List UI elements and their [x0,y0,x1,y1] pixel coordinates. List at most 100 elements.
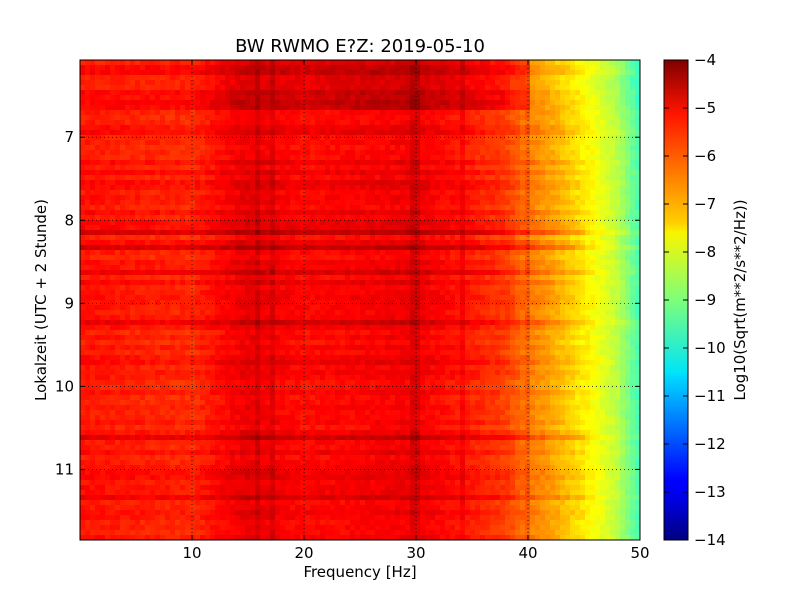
heatmap-cell [175,190,181,196]
heatmap-cell [250,70,256,76]
heatmap-cell [245,255,251,261]
heatmap-cell [595,185,601,191]
heatmap-cell [105,215,111,221]
heatmap-cell [170,165,176,171]
heatmap-cell [90,240,96,246]
heatmap-cell [430,170,436,176]
heatmap-cell [425,100,431,106]
heatmap-cell [360,65,366,71]
heatmap-cell [595,115,601,121]
heatmap-cell [105,175,111,181]
heatmap-cell [510,195,516,201]
heatmap-cell [105,240,111,246]
heatmap-cell [505,170,511,176]
heatmap-cell [555,160,561,166]
heatmap-cell [425,110,431,116]
heatmap-cell [425,210,431,216]
heatmap-cell [595,190,601,196]
heatmap-cell [405,270,411,276]
heatmap-cell [230,170,236,176]
heatmap-cell [590,160,596,166]
heatmap-cell [610,60,616,66]
heatmap-cell [90,210,96,216]
heatmap-cell [395,85,401,91]
heatmap-cell [455,175,461,181]
heatmap-cell [380,170,386,176]
heatmap-cell [380,215,386,221]
heatmap-cell [400,280,406,286]
heatmap-cell [535,165,541,171]
heatmap-cell [620,195,626,201]
heatmap-cell [290,195,296,201]
heatmap-cell [420,125,426,131]
heatmap-cell [595,70,601,76]
heatmap-cell [365,225,371,231]
heatmap-cell [355,175,361,181]
heatmap-cell [150,235,156,241]
heatmap-cell [580,185,586,191]
heatmap-cell [270,225,276,231]
heatmap-cell [485,60,491,66]
heatmap-cell [100,195,106,201]
heatmap-cell [120,230,126,236]
heatmap-cell [245,85,251,91]
heatmap-cell [570,170,576,176]
heatmap-cell [490,75,496,81]
heatmap-cell [385,140,391,146]
heatmap-cell [130,125,136,131]
heatmap-cell [580,60,586,66]
heatmap-cell [80,105,86,111]
heatmap-cell [560,270,566,276]
heatmap-cell [470,185,476,191]
heatmap-cell [280,130,286,136]
heatmap-cell [475,275,481,281]
heatmap-cell [250,140,256,146]
heatmap-cell [475,200,481,206]
heatmap-cell [595,175,601,181]
heatmap-cell [380,115,386,121]
heatmap-cell [110,245,116,251]
heatmap-cell [285,65,291,71]
heatmap-cell [270,160,276,166]
heatmap-cell [295,185,301,191]
heatmap-cell [95,185,101,191]
heatmap-cell [530,110,536,116]
heatmap-cell [450,140,456,146]
heatmap-cell [250,270,256,276]
heatmap-cell [355,280,361,286]
heatmap-cell [410,125,416,131]
heatmap-cell [565,135,571,141]
heatmap-cell [630,240,636,246]
heatmap-cell [145,265,151,271]
heatmap-cell [115,135,121,141]
heatmap-cell [300,255,306,261]
heatmap-cell [260,125,266,131]
heatmap-cell [295,120,301,126]
heatmap-cell [245,240,251,246]
heatmap-cell [535,220,541,226]
heatmap-cell [160,225,166,231]
heatmap-cell [340,195,346,201]
heatmap-cell [630,165,636,171]
heatmap-cell [80,235,86,241]
heatmap-cell [585,190,591,196]
heatmap-cell [330,235,336,241]
heatmap-cell [480,225,486,231]
heatmap-cell [525,185,531,191]
heatmap-cell [620,200,626,206]
heatmap-cell [340,145,346,151]
heatmap-cell [145,130,151,136]
heatmap-cell [420,65,426,71]
heatmap-cell [610,160,616,166]
heatmap-cell [585,135,591,141]
heatmap-cell [215,150,221,156]
heatmap-cell [250,190,256,196]
heatmap-cell [600,145,606,151]
heatmap-cell [460,65,466,71]
heatmap-cell [420,165,426,171]
heatmap-cell [380,260,386,266]
heatmap-cell [420,230,426,236]
heatmap-cell [585,215,591,221]
heatmap-cell [440,210,446,216]
heatmap-cell [555,130,561,136]
